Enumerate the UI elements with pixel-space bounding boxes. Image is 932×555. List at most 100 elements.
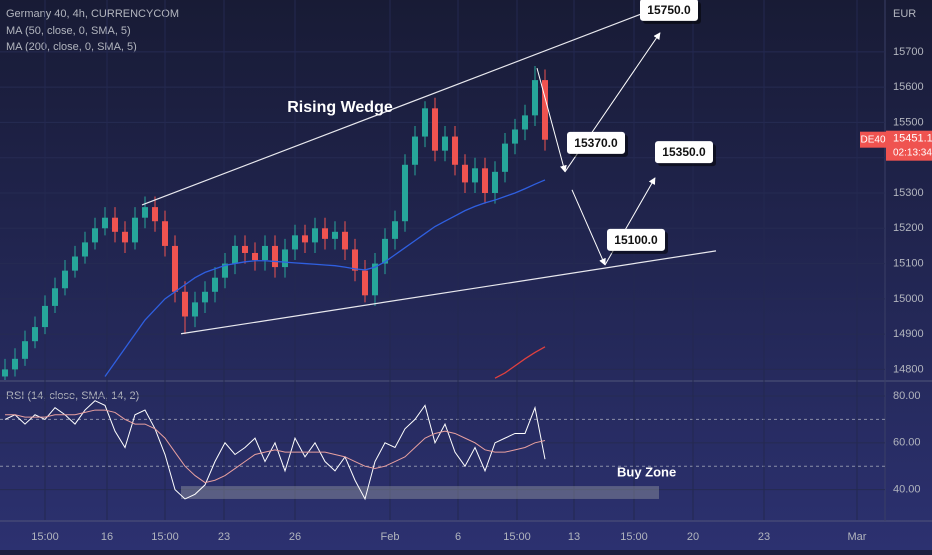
currency: EUR: [893, 8, 916, 20]
x-tick-label: 26: [289, 531, 301, 543]
candle-body: [122, 231, 128, 243]
trend-line: [141, 4, 666, 206]
rsi-line: [5, 409, 546, 484]
label-box: [567, 131, 625, 154]
candle-body: [442, 136, 448, 151]
candle-body: [462, 164, 468, 183]
price-text: 15451.1: [893, 133, 932, 145]
candle-body: [32, 327, 38, 342]
candle-body: [212, 277, 218, 292]
candle-body: [322, 228, 328, 239]
candle-body: [272, 245, 278, 268]
y-tick-label: 15700: [893, 46, 924, 58]
label-text: 15370.0: [574, 136, 618, 150]
candle-body: [202, 291, 208, 303]
x-tick-label: 23: [758, 531, 770, 543]
candle-body: [62, 270, 68, 289]
x-tick-label: 15:00: [151, 531, 179, 543]
candle-body: [542, 80, 548, 140]
x-tick-label: Feb: [381, 531, 400, 543]
label-text: 15100.0: [614, 233, 658, 247]
ma-line: [104, 179, 546, 377]
trend-line: [180, 250, 717, 335]
label-box: [607, 228, 665, 251]
candle-body: [512, 129, 518, 144]
label-text: 15750.0: [647, 3, 691, 17]
x-tick-label: 6: [455, 531, 461, 543]
candle-body: [282, 249, 288, 268]
candle-body: [302, 235, 308, 243]
indicator-label: MA (200, close, 0, SMA, 5): [6, 41, 137, 53]
candle-body: [482, 168, 488, 193]
candle-body: [422, 108, 428, 137]
x-tick-label: 20: [687, 531, 699, 543]
x-tick-label: 15:00: [31, 531, 59, 543]
candle-body: [12, 358, 18, 370]
x-tick-label: Mar: [848, 531, 867, 543]
label-text: 15350.0: [662, 145, 706, 159]
candle-body: [332, 231, 338, 239]
candle-body: [172, 245, 178, 292]
y-tick-label: 14900: [893, 328, 924, 340]
rsi-line: [4, 400, 546, 501]
candle-body: [102, 217, 108, 229]
candle-body: [292, 235, 298, 250]
candle-body: [92, 228, 98, 243]
y-tick-label: 15200: [893, 222, 924, 234]
label-box: [655, 141, 713, 164]
label-box: [640, 0, 698, 21]
buy-zone: [181, 486, 659, 499]
candle-body: [162, 221, 168, 246]
candle-body: [152, 207, 158, 222]
candle-body: [532, 80, 538, 116]
candle-body: [372, 263, 378, 296]
candle-body: [232, 245, 238, 264]
candle-body: [492, 171, 498, 193]
annotation-heading: Rising Wedge: [287, 99, 393, 116]
y-tick-label: 15600: [893, 81, 924, 93]
x-tick-label: 16: [101, 531, 113, 543]
candle-body: [262, 245, 268, 261]
y-tick-label: 15100: [893, 257, 924, 269]
x-tick-label: 15:00: [503, 531, 531, 543]
ma-line: [494, 346, 546, 379]
indicator-label: MA (50, close, 0, SMA, 5): [6, 25, 131, 37]
candle-body: [502, 143, 508, 172]
candle-body: [252, 252, 258, 261]
candle-body: [22, 341, 28, 359]
price-tag: [886, 130, 932, 161]
candle-body: [42, 305, 48, 328]
y-tick-label: 15000: [893, 293, 924, 305]
candle-body: [2, 369, 8, 377]
candle-body: [222, 263, 228, 278]
candle-body: [142, 207, 148, 218]
candle-body: [472, 168, 478, 183]
candle-body: [412, 136, 418, 165]
zone-label: Buy Zone: [617, 465, 676, 480]
candle-body: [182, 291, 188, 317]
symbol-tag: [860, 131, 886, 148]
y-tick-label: 80.00: [893, 390, 921, 402]
y-tick-label: 15500: [893, 116, 924, 128]
arrow: [536, 67, 567, 173]
y-tick-label: 15300: [893, 187, 924, 199]
candle-body: [382, 238, 388, 264]
candle-body: [132, 217, 138, 243]
y-tick-label: 14800: [893, 363, 924, 375]
countdown-text: 02:13:34: [893, 147, 932, 158]
candle-body: [312, 228, 318, 243]
candle-body: [432, 108, 438, 151]
candle-body: [402, 164, 408, 222]
x-tick-label: 13: [568, 531, 580, 543]
candle-body: [52, 288, 58, 306]
candle-body: [242, 245, 248, 253]
candle-body: [192, 302, 198, 317]
y-tick-label: 60.00: [893, 437, 921, 449]
candle-body: [522, 115, 528, 130]
candle-body: [362, 270, 368, 296]
candle-body: [72, 256, 78, 271]
y-tick-label: 40.00: [893, 483, 921, 495]
